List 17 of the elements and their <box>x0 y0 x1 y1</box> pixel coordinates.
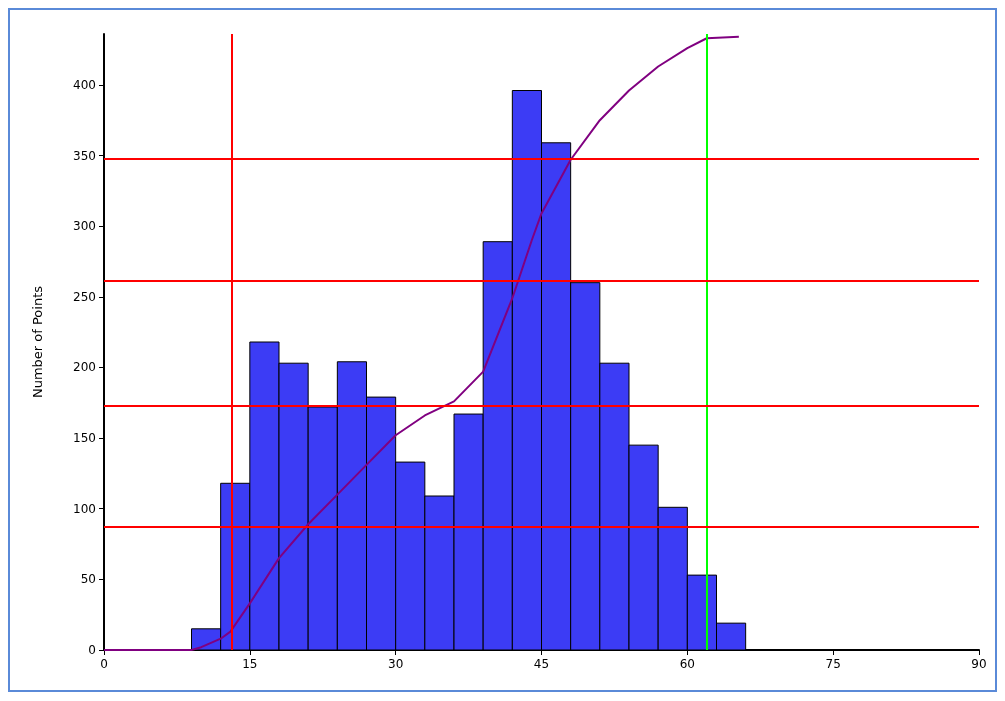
x-tick-label: 0 <box>100 657 108 671</box>
x-tick-label: 75 <box>825 657 841 671</box>
y-tick-label: 250 <box>73 289 96 304</box>
y-tick-label: 100 <box>73 501 96 516</box>
y-tick-label: 50 <box>80 572 96 587</box>
x-tick-label: 60 <box>679 657 695 671</box>
y-tick-label: 200 <box>73 360 96 375</box>
x-tick-label: 45 <box>533 657 550 671</box>
x-tick-label: 15 <box>242 657 258 671</box>
y-tick-label: 150 <box>73 431 96 446</box>
y-tick-label: 300 <box>73 219 96 234</box>
y-tick-label: 400 <box>73 77 96 92</box>
y-tick-label: 0 <box>88 643 96 657</box>
x-tick-label: 30 <box>388 657 404 671</box>
y-tick-label: 350 <box>73 148 96 163</box>
y-axis-title: Number of Points <box>30 285 45 399</box>
x-tick-label: 90 <box>971 657 987 671</box>
